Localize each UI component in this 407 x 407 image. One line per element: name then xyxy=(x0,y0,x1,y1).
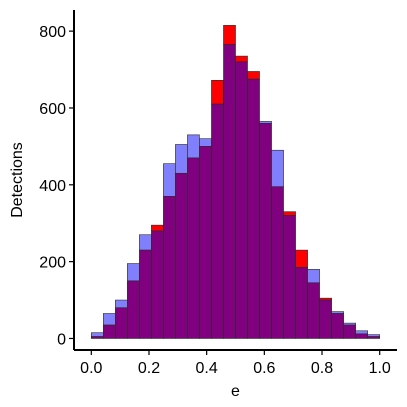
overlap-bar-11 xyxy=(223,44,236,339)
blue-series-bar-1 xyxy=(103,313,116,326)
overlap-bar-6 xyxy=(163,196,176,339)
x-axis-ticks: 0.0 0.2 0.4 0.6 0.8 1.0 xyxy=(80,350,391,377)
blue-series-bar-18 xyxy=(307,269,320,284)
overlap-bar-0 xyxy=(90,336,104,339)
overlap-bar-10 xyxy=(211,103,224,339)
red-series-bar-11 xyxy=(223,25,236,45)
blue-series-bar-7 xyxy=(175,144,188,174)
overlap-bar-1 xyxy=(103,324,116,339)
overlap-bar-16 xyxy=(283,215,296,339)
overlap-bar-14 xyxy=(259,123,272,339)
blue-series-bar-22 xyxy=(355,330,368,335)
blue-series-bar-15 xyxy=(271,149,284,188)
blue-series-bar-6 xyxy=(163,163,176,197)
overlap-bar-22 xyxy=(355,333,368,339)
blue-series-bar-2 xyxy=(115,299,128,309)
overlap-bar-5 xyxy=(151,230,164,339)
overlap-bar-9 xyxy=(199,146,212,339)
y-tick-label: 800 xyxy=(39,24,66,41)
red-series-bar-16 xyxy=(283,211,296,216)
blue-series-bar-8 xyxy=(187,134,200,159)
blue-series-bar-4 xyxy=(139,234,152,251)
x-tick-label: 0.6 xyxy=(253,360,275,377)
y-tick-label: 0 xyxy=(57,331,66,348)
overlap-bar-13 xyxy=(247,78,260,339)
y-tick-label: 200 xyxy=(39,255,66,272)
y-tick-label: 600 xyxy=(39,101,66,118)
overlap-bar-15 xyxy=(271,186,284,339)
overlap-bar-7 xyxy=(175,172,188,339)
blue-series-bar-9 xyxy=(199,138,212,147)
x-tick-label: 0.8 xyxy=(311,360,333,377)
x-tick-label: 1.0 xyxy=(369,360,391,377)
x-tick-label: 0.2 xyxy=(138,360,160,377)
red-series-bar-5 xyxy=(151,224,164,232)
red-series-bar-10 xyxy=(211,80,224,105)
y-axis-title: Detections xyxy=(9,142,26,218)
red-series-bar-13 xyxy=(247,71,260,80)
overlap-bar-19 xyxy=(319,299,332,339)
y-axis-ticks: 0 200 400 600 800 xyxy=(39,24,74,348)
overlap-bar-3 xyxy=(127,280,140,339)
x-axis-title: e xyxy=(231,383,240,400)
blue-series-bar-3 xyxy=(127,263,140,282)
overlap-bar-4 xyxy=(139,249,152,339)
overlap-bar-20 xyxy=(331,313,344,339)
overlap-bar-12 xyxy=(235,61,248,339)
overlap-bar-23 xyxy=(367,336,381,339)
overlap-bar-21 xyxy=(343,324,356,339)
red-series-bar-17 xyxy=(295,249,308,268)
y-tick-label: 400 xyxy=(39,178,66,195)
x-tick-label: 0.0 xyxy=(80,360,102,377)
blue-series-bar-0 xyxy=(90,332,104,337)
x-tick-label: 0.4 xyxy=(196,360,218,377)
bars-layer xyxy=(90,25,381,339)
overlap-bar-2 xyxy=(115,307,128,339)
overlap-bar-18 xyxy=(307,282,320,339)
overlap-bar-17 xyxy=(295,267,308,339)
red-series-bar-12 xyxy=(235,55,248,63)
overlap-bar-8 xyxy=(187,157,200,339)
